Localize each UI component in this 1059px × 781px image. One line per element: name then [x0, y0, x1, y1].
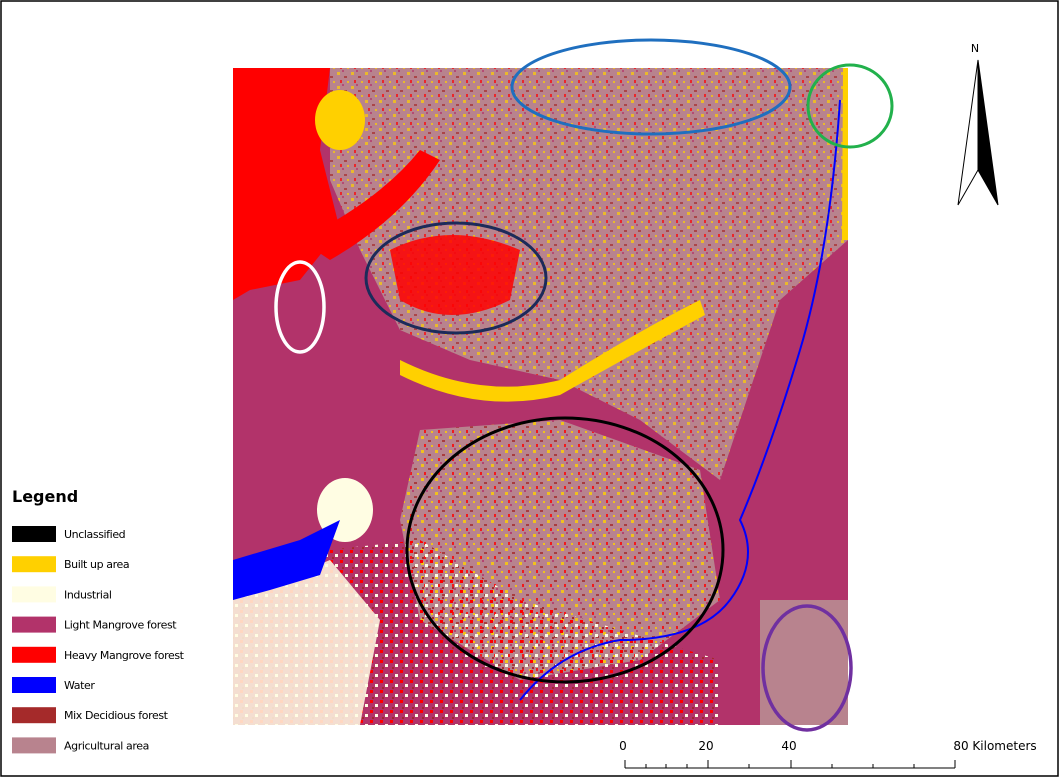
legend-swatch: [12, 677, 56, 693]
legend-swatch: [12, 707, 56, 723]
legend-swatch: [12, 586, 56, 602]
map-layout: N Legend Unclassified Built up area Indust…: [0, 0, 1059, 777]
legend-label: Heavy Mangrove forest: [64, 649, 185, 662]
north-label: N: [971, 42, 979, 55]
page: N Legend Unclassified Built up area Indust…: [0, 0, 1059, 781]
legend-swatch: [12, 556, 56, 572]
legend-swatch: [12, 617, 56, 633]
built-up-patch: [315, 90, 365, 150]
legend-swatch: [12, 526, 56, 542]
legend-title: Legend: [12, 487, 78, 506]
scale-label: 80 Kilometers: [953, 739, 1036, 753]
land-cover-raster: [233, 68, 848, 725]
built-up-edge: [842, 68, 848, 240]
scale-label: 20: [698, 739, 713, 753]
legend-swatch: [12, 647, 56, 663]
scale-label: 40: [781, 739, 796, 753]
heavy-mangrove: [390, 235, 520, 315]
legend-label: Industrial: [64, 588, 112, 601]
legend-label: Unclassified: [64, 528, 125, 541]
legend-label: Water: [64, 679, 95, 692]
legend-label: Light Mangrove forest: [64, 619, 177, 632]
legend-label: Agricultural area: [64, 739, 149, 752]
legend-swatch: [12, 737, 56, 753]
legend-label: Built up area: [64, 558, 129, 571]
scale-label: 0: [619, 739, 627, 753]
legend-label: Mix Decidious forest: [64, 709, 169, 722]
